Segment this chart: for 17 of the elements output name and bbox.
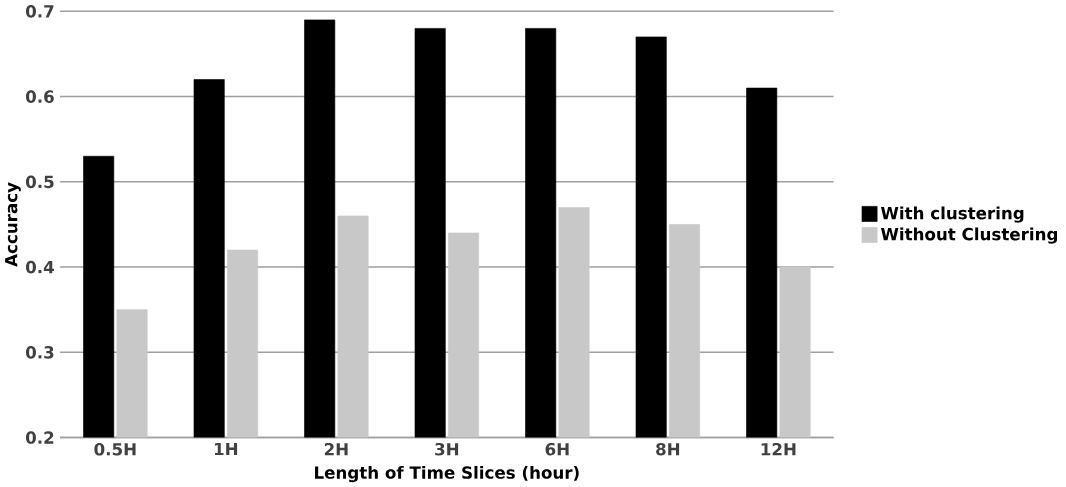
y-tick-label: 0.5 — [25, 175, 54, 189]
y-tick-label: 0.3 — [25, 345, 54, 359]
legend-label: With clustering — [880, 206, 1024, 223]
y-tick-label: 0.7 — [25, 4, 54, 18]
legend-label: Without Clustering — [880, 227, 1058, 244]
x-tick-label: 0.5H — [94, 442, 136, 456]
x-tick-label: 2H — [324, 442, 348, 456]
y-tick-label: 0.4 — [25, 260, 54, 274]
x-tick-label: 8H — [656, 442, 680, 456]
x-axis-title: Length of Time Slices (hour) — [315, 465, 579, 483]
y-tick-label: 0.6 — [25, 90, 54, 103]
y-axis-title: Accuracy — [5, 182, 21, 267]
y-tick-label: 0.2 — [25, 431, 54, 444]
x-tick-label: 1H — [214, 442, 238, 455]
x-tick-label: 6H — [545, 442, 569, 456]
x-tick-label: 12H — [761, 442, 796, 456]
x-tick-label: 3H — [435, 442, 459, 456]
